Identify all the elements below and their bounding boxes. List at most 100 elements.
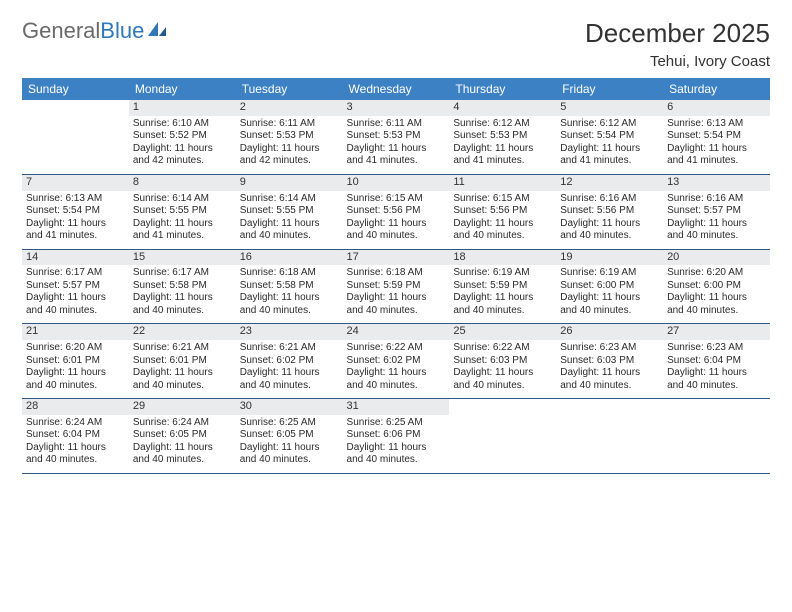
day-number: 3 <box>343 100 450 116</box>
daylight-line: Daylight: 11 hours and 40 minutes. <box>240 442 339 467</box>
day-number: 22 <box>129 324 236 340</box>
sunset-line: Sunset: 5:52 PM <box>133 130 232 143</box>
sunset-line: Sunset: 5:55 PM <box>133 205 232 218</box>
daylight-line: Daylight: 11 hours and 40 minutes. <box>667 218 766 243</box>
daylight-line: Daylight: 11 hours and 40 minutes. <box>453 218 552 243</box>
sunrise-line: Sunrise: 6:10 AM <box>133 118 232 131</box>
sunrise-line: Sunrise: 6:22 AM <box>347 342 446 355</box>
sunrise-line: Sunrise: 6:23 AM <box>667 342 766 355</box>
sunset-line: Sunset: 5:55 PM <box>240 205 339 218</box>
calendar-cell: 12Sunrise: 6:16 AMSunset: 5:56 PMDayligh… <box>556 174 663 249</box>
sunset-line: Sunset: 5:53 PM <box>453 130 552 143</box>
weekday-header: Thursday <box>449 78 556 100</box>
day-number: 18 <box>449 250 556 266</box>
day-number: 28 <box>22 399 129 415</box>
sunset-line: Sunset: 5:59 PM <box>453 280 552 293</box>
sunrise-line: Sunrise: 6:14 AM <box>133 193 232 206</box>
calendar-cell <box>449 399 556 474</box>
daylight-line: Daylight: 11 hours and 41 minutes. <box>26 218 125 243</box>
daylight-line: Daylight: 11 hours and 41 minutes. <box>560 143 659 168</box>
calendar-cell: 5Sunrise: 6:12 AMSunset: 5:54 PMDaylight… <box>556 100 663 174</box>
calendar-cell: 2Sunrise: 6:11 AMSunset: 5:53 PMDaylight… <box>236 100 343 174</box>
sunrise-line: Sunrise: 6:19 AM <box>560 267 659 280</box>
sunset-line: Sunset: 6:05 PM <box>133 429 232 442</box>
day-number: 1 <box>129 100 236 116</box>
logo-text-2: Blue <box>100 18 144 44</box>
calendar-cell: 26Sunrise: 6:23 AMSunset: 6:03 PMDayligh… <box>556 324 663 399</box>
weekday-header: Friday <box>556 78 663 100</box>
calendar-cell: 23Sunrise: 6:21 AMSunset: 6:02 PMDayligh… <box>236 324 343 399</box>
sunset-line: Sunset: 6:01 PM <box>133 355 232 368</box>
sunrise-line: Sunrise: 6:11 AM <box>347 118 446 131</box>
sunrise-line: Sunrise: 6:24 AM <box>133 417 232 430</box>
daylight-line: Daylight: 11 hours and 41 minutes. <box>133 218 232 243</box>
daylight-line: Daylight: 11 hours and 40 minutes. <box>667 367 766 392</box>
daylight-line: Daylight: 11 hours and 40 minutes. <box>133 292 232 317</box>
sunset-line: Sunset: 6:04 PM <box>667 355 766 368</box>
sunset-line: Sunset: 6:03 PM <box>560 355 659 368</box>
day-number: 23 <box>236 324 343 340</box>
sunrise-line: Sunrise: 6:25 AM <box>240 417 339 430</box>
calendar-cell: 6Sunrise: 6:13 AMSunset: 5:54 PMDaylight… <box>663 100 770 174</box>
daylight-line: Daylight: 11 hours and 40 minutes. <box>667 292 766 317</box>
sunrise-line: Sunrise: 6:11 AM <box>240 118 339 131</box>
daylight-line: Daylight: 11 hours and 40 minutes. <box>560 218 659 243</box>
daylight-line: Daylight: 11 hours and 40 minutes. <box>133 442 232 467</box>
sunset-line: Sunset: 5:54 PM <box>560 130 659 143</box>
day-number: 2 <box>236 100 343 116</box>
sunset-line: Sunset: 5:56 PM <box>560 205 659 218</box>
sunrise-line: Sunrise: 6:20 AM <box>26 342 125 355</box>
page-title: December 2025 <box>585 18 770 49</box>
day-number: 17 <box>343 250 450 266</box>
daylight-line: Daylight: 11 hours and 40 minutes. <box>26 442 125 467</box>
sunset-line: Sunset: 6:03 PM <box>453 355 552 368</box>
calendar-cell: 25Sunrise: 6:22 AMSunset: 6:03 PMDayligh… <box>449 324 556 399</box>
weekday-header: Monday <box>129 78 236 100</box>
sunrise-line: Sunrise: 6:24 AM <box>26 417 125 430</box>
calendar-cell: 3 Sunrise: 6:11 AMSunset: 5:53 PMDaylight… <box>343 100 450 174</box>
daylight-line: Daylight: 11 hours and 40 minutes. <box>453 367 552 392</box>
day-number: 25 <box>449 324 556 340</box>
daylight-line: Daylight: 11 hours and 41 minutes. <box>347 143 446 168</box>
calendar-cell: 13Sunrise: 6:16 AMSunset: 5:57 PMDayligh… <box>663 174 770 249</box>
calendar-cell: 22Sunrise: 6:21 AMSunset: 6:01 PMDayligh… <box>129 324 236 399</box>
day-number: 9 <box>236 175 343 191</box>
sunrise-line: Sunrise: 6:16 AM <box>667 193 766 206</box>
daylight-line: Daylight: 11 hours and 40 minutes. <box>240 367 339 392</box>
sunset-line: Sunset: 5:54 PM <box>26 205 125 218</box>
day-number: 19 <box>556 250 663 266</box>
location-subtitle: Tehui, Ivory Coast <box>585 53 770 70</box>
calendar-cell: 1Sunrise: 6:10 AMSunset: 5:52 PMDaylight… <box>129 100 236 174</box>
day-number: 24 <box>343 324 450 340</box>
sunrise-line: Sunrise: 6:16 AM <box>560 193 659 206</box>
sunrise-line: Sunrise: 6:17 AM <box>133 267 232 280</box>
daylight-line: Daylight: 11 hours and 40 minutes. <box>560 292 659 317</box>
sunrise-line: Sunrise: 6:13 AM <box>667 118 766 131</box>
calendar-cell: 19Sunrise: 6:19 AMSunset: 6:00 PMDayligh… <box>556 249 663 324</box>
daylight-line: Daylight: 11 hours and 40 minutes. <box>133 367 232 392</box>
calendar-cell <box>22 100 129 174</box>
sunrise-line: Sunrise: 6:25 AM <box>347 417 446 430</box>
sunset-line: Sunset: 5:56 PM <box>453 205 552 218</box>
daylight-line: Daylight: 11 hours and 40 minutes. <box>560 367 659 392</box>
sunset-line: Sunset: 5:53 PM <box>347 130 446 143</box>
day-number: 20 <box>663 250 770 266</box>
daylight-line: Daylight: 11 hours and 41 minutes. <box>667 143 766 168</box>
calendar-cell: 4Sunrise: 6:12 AMSunset: 5:53 PMDaylight… <box>449 100 556 174</box>
sunrise-line: Sunrise: 6:18 AM <box>240 267 339 280</box>
day-number: 4 <box>449 100 556 116</box>
daylight-line: Daylight: 11 hours and 40 minutes. <box>347 218 446 243</box>
calendar-cell: 7Sunrise: 6:13 AMSunset: 5:54 PMDaylight… <box>22 174 129 249</box>
day-number: 11 <box>449 175 556 191</box>
sunset-line: Sunset: 6:00 PM <box>560 280 659 293</box>
day-number: 27 <box>663 324 770 340</box>
day-number: 7 <box>22 175 129 191</box>
sunrise-line: Sunrise: 6:23 AM <box>560 342 659 355</box>
sunrise-line: Sunrise: 6:12 AM <box>453 118 552 131</box>
calendar-cell: 11Sunrise: 6:15 AMSunset: 5:56 PMDayligh… <box>449 174 556 249</box>
weekday-header: Wednesday <box>343 78 450 100</box>
logo-sail-icon <box>146 18 168 44</box>
day-number: 5 <box>556 100 663 116</box>
sunset-line: Sunset: 5:57 PM <box>26 280 125 293</box>
sunrise-line: Sunrise: 6:14 AM <box>240 193 339 206</box>
